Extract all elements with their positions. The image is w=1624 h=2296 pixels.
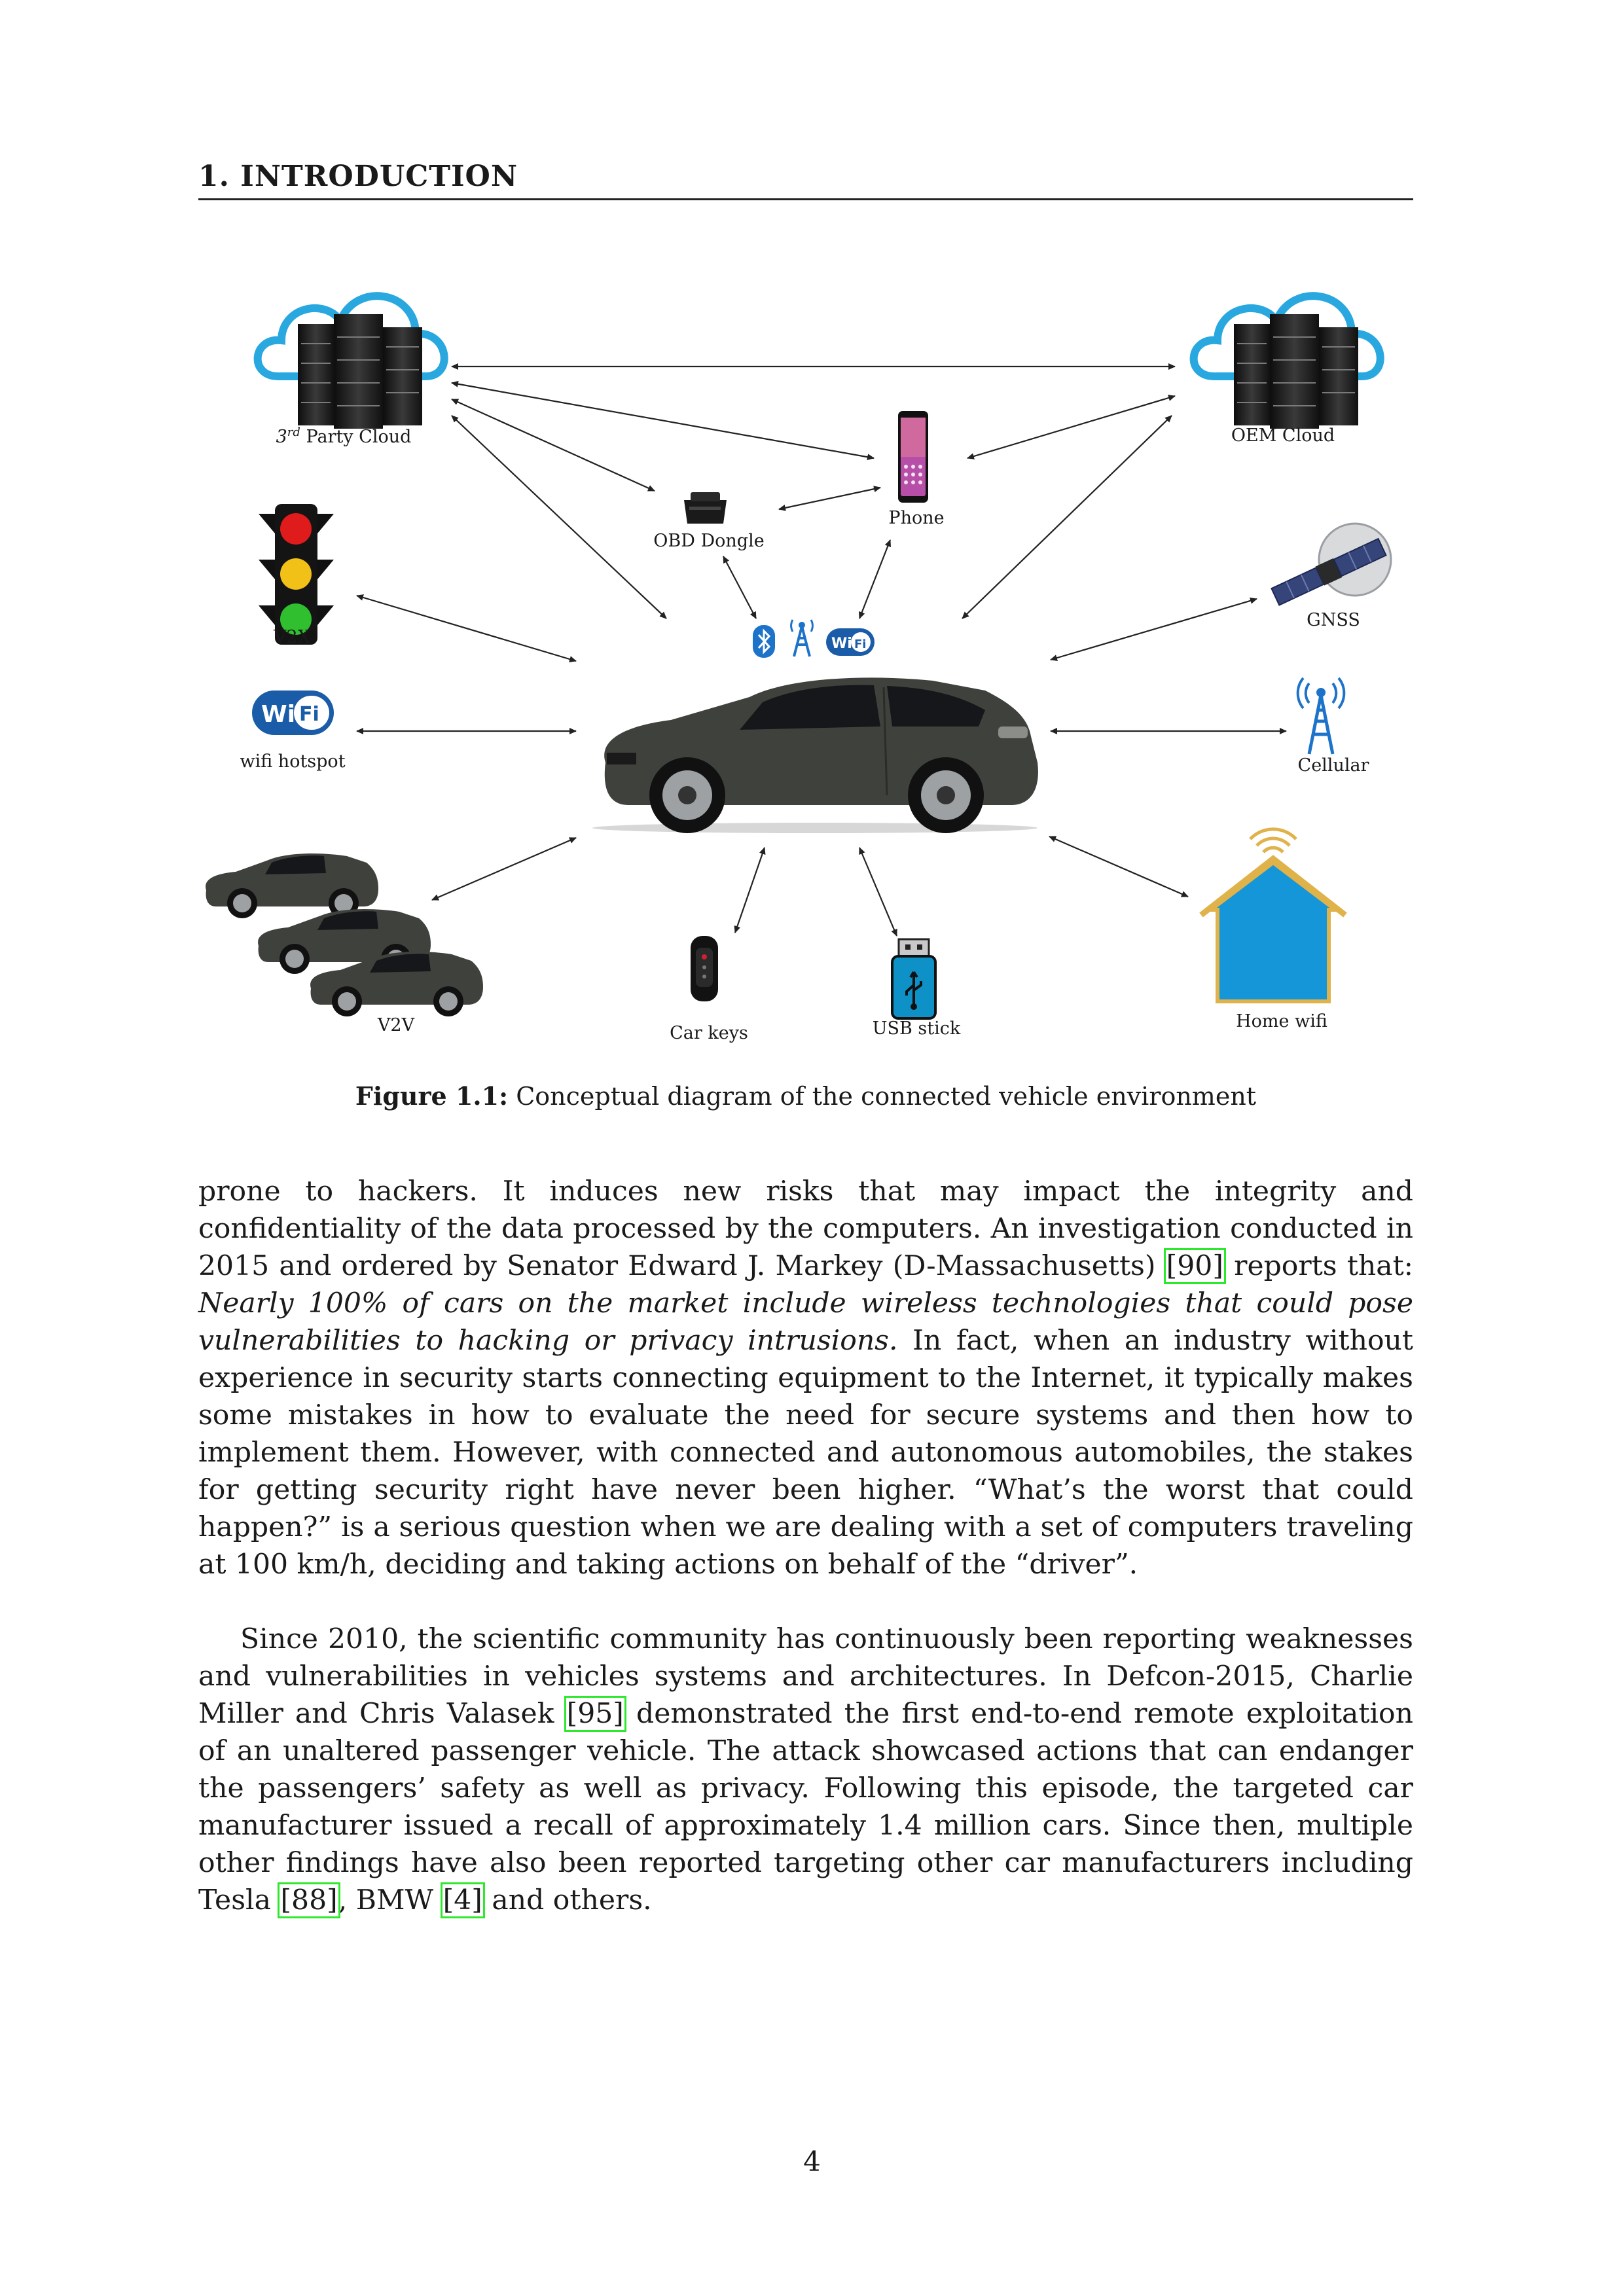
connection-arrows [356,363,1287,937]
label-phone: Phone [888,508,945,528]
paragraph-2-text-2: demonstrated the first end-to-end remote… [198,1698,1413,1916]
arrow-home-car [1049,835,1189,898]
svg-text:Wi: Wi [261,701,295,728]
citation-4[interactable]: [4] [440,1882,485,1918]
connected-vehicle-figure: Wi Fi Wi Fi [0,0,1624,1126]
chapter-header: 1. INTRODUCTION [198,160,518,193]
paragraph-1-quote: Nearly 100% of cars on the market includ… [198,1287,1413,1357]
figure-caption-label: Figure 1.1: [355,1081,509,1111]
arrow-obd-car [723,556,757,619]
label-wifi-hotspot: wifi hotspot [240,751,346,772]
svg-text:Wi: Wi [831,636,852,652]
body-text: prone to hackers. It induces new risks t… [198,1173,1413,1919]
figure-caption: Figure 1.1: Conceptual diagram of the co… [198,1081,1413,1111]
arrow-v2x-car [356,594,577,662]
page-number: 4 [803,2145,821,2178]
usb-stick-icon [891,938,937,1020]
arrow-gnss-car [1050,598,1257,661]
v2v-car-icon-3 [310,952,483,1016]
bluetooth-icon [753,625,775,658]
paragraph-1-text-1: prone to hackers. It induces new risks t… [198,1175,1413,1282]
oem-cloud-icon [1189,292,1384,429]
phone-icon [898,411,928,503]
wifi-hotspot-icon: Wi Fi [252,691,334,735]
arrow-oem-car [962,415,1172,619]
arrow-v2v-car [431,836,577,901]
arrow-phone-car [858,539,892,619]
citation-95[interactable]: [95] [564,1696,626,1732]
label-third-party-cloud: 3rd Party Cloud [276,425,412,447]
arrow-oem-phone [967,395,1176,459]
paragraph-2-text-4: and others. [482,1884,652,1916]
label-v2x: V2X [274,627,310,647]
arrow-phone-obd [778,486,881,511]
label-obd-dongle: OBD Dongle [653,531,765,551]
label-v2v: V2V [377,1015,415,1035]
figure-caption-text: Conceptual diagram of the connected vehi… [516,1082,1257,1111]
obd-dongle-icon [684,492,727,524]
antenna-icon [790,619,814,657]
citation-88[interactable]: [88] [278,1882,340,1918]
home-wifi-icon [1199,827,1347,1003]
label-car-keys: Car keys [670,1023,748,1043]
label-cellular: Cellular [1297,755,1369,776]
connected-car-icon [592,677,1038,833]
traffic-light-icon [259,504,334,645]
arrow-usb-car [858,847,898,937]
paragraph-2: Since 2010, the scientific community has… [198,1621,1413,1919]
paragraph-2-text-1: Since 2010, the scientific community has… [198,1623,1413,1730]
wifi-badge-small-icon: Wi Fi [826,628,875,656]
svg-text:Fi: Fi [854,637,866,651]
paragraph-1: prone to hackers. It induces new risks t… [198,1173,1413,1583]
diagram-svg: Wi Fi Wi Fi [206,292,1392,1020]
cellular-tower-icon [1296,677,1346,755]
citation-90[interactable]: [90] [1163,1248,1226,1284]
car-key-icon [691,936,718,1001]
arrow-3rd-cloud-car [451,415,667,619]
label-home-wifi: Home wifi [1236,1011,1327,1031]
paragraph-1-text-2: reports that: [1223,1250,1414,1282]
paragraph-2-text-3: , BMW [338,1884,442,1916]
arrow-keys-car [734,847,766,933]
header-rule [198,198,1413,200]
v2v-car-icon-1 [206,853,378,918]
label-oem-cloud: OEM Cloud [1231,425,1335,446]
paragraph-1-text-3: In fact, when an industry without experi… [198,1325,1413,1581]
third-party-cloud-icon [253,292,448,429]
satellite-icon [1271,522,1392,606]
svg-text:Fi: Fi [299,703,319,726]
label-gnss: GNSS [1307,610,1360,630]
arrow-3rd-cloud-phone [451,380,875,461]
label-usb-stick: USB stick [872,1018,961,1039]
